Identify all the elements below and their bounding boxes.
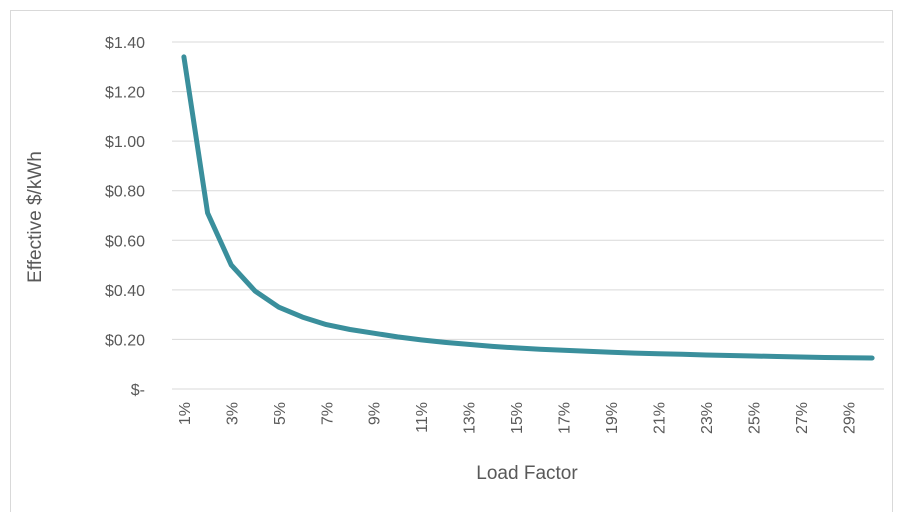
x-tick-label: 13% [462, 402, 479, 434]
y-tick-label: $0.60 [105, 233, 145, 250]
y-tick-label: $1.40 [105, 35, 145, 52]
x-tick-label: 7% [319, 402, 336, 425]
x-tick-label: 17% [557, 402, 574, 434]
y-tick-label: $- [131, 382, 145, 399]
x-tick-label: 23% [699, 402, 716, 434]
x-tick-label: 5% [272, 402, 289, 425]
x-tick-label: 1% [177, 402, 194, 425]
series-line [181, 54, 875, 361]
x-tick-label: 9% [367, 402, 384, 425]
x-axis-ticks: 1% 3% 5% 7% 9% 11% 13% 15% 17% 19% 21% 23% 25% 27% 29% [177, 402, 859, 434]
y-tick-label: $0.80 [105, 184, 145, 201]
x-tick-label: 11% [414, 402, 431, 433]
chart-area [10, 10, 893, 512]
x-axis-title: Load Factor [476, 463, 578, 484]
x-tick-label: 27% [794, 402, 811, 434]
gridlines [172, 41, 884, 390]
y-tick-label: $1.20 [105, 85, 145, 102]
y-tick-label: $0.40 [105, 283, 145, 300]
x-tick-label: 25% [746, 402, 763, 434]
x-tick-label: 3% [224, 402, 241, 425]
y-tick-label: $0.20 [105, 332, 145, 349]
x-tick-label: 21% [652, 402, 669, 434]
x-tick-label: 15% [509, 402, 526, 434]
y-axis-ticks: $- $0.20 $0.40 $0.60 $0.80 $1.00 $1.20 $1.40 [105, 35, 145, 399]
x-tick-label: 19% [604, 402, 621, 434]
y-axis-title: Effective $/kWh [25, 151, 46, 283]
x-tick-label: 29% [841, 402, 858, 434]
y-tick-label: $1.00 [105, 134, 145, 151]
